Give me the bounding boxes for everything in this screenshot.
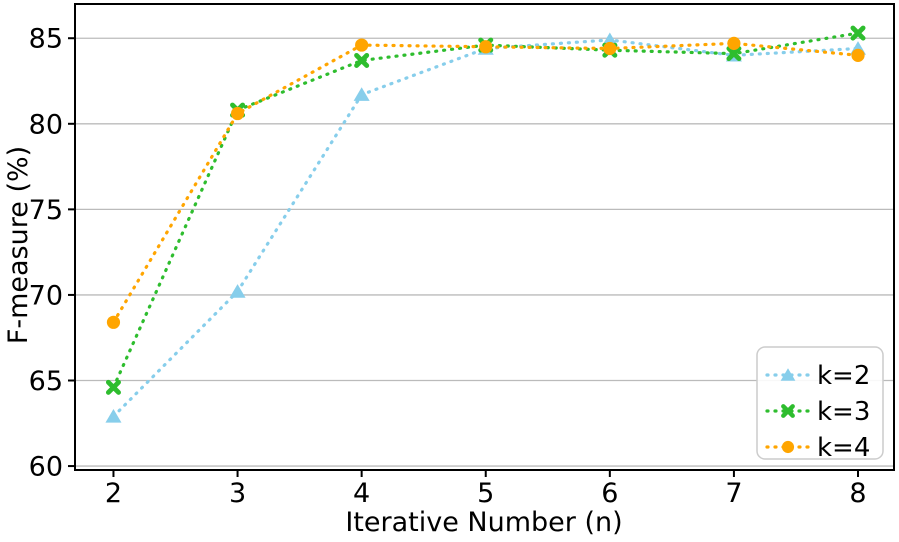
x-tick-label-4: 4 [353,478,370,509]
y-tick-label-60: 60 [29,452,63,483]
series-k2-point-x6 [601,32,618,47]
series-layer [105,25,867,423]
series-k3-point-x8-stroke [850,25,866,41]
x-tick-label-3: 3 [229,478,246,509]
series-k3-point-x7-stroke [726,46,742,62]
series-k3-point-x4 [354,52,370,68]
legend-marker-k3 [781,404,795,418]
series-k4-point-x8 [851,48,865,62]
x-tick-label-6: 6 [601,478,618,509]
x-tick-label-2: 2 [105,478,122,509]
series-k2-point-x2 [105,409,122,423]
series-k4-point-x4 [355,38,369,52]
plot-border [74,3,895,471]
x-tick-label-5: 5 [477,478,494,509]
series-k2-point-x3 [229,284,246,298]
series-line-k4 [111,41,860,324]
y-axis-label: F-measure (%) [3,146,34,344]
series-k3-point-x7 [726,46,742,62]
legend-label-k3: k=3 [817,397,870,427]
y-tick-label-75: 75 [29,195,63,226]
legend-marker-k3-stroke [781,404,795,418]
y-tick-label-70: 70 [29,280,63,311]
y-tick-label-85: 85 [29,24,63,55]
y-tick-label-80: 80 [29,109,63,140]
legend-marker-k4 [781,440,795,454]
series-k4-point-x2 [106,315,121,329]
legend-label-k4: k=4 [817,433,870,463]
series-k4-point-x5 [479,40,493,54]
series-k3-point-x2 [105,379,121,395]
legend-label-k2: k=2 [817,361,870,391]
axes-layer: 60 65 70 75 80 85 2 3 4 5 6 7 8 [29,3,895,509]
series-line-k2 [111,38,860,419]
series-k3-point-x2-stroke [105,379,121,395]
series-line-k3 [111,31,860,389]
series-k4-point-x6 [603,41,617,56]
series-k2-point-x4 [353,87,370,101]
legend-layer: k=2 k=3 k=4 [756,346,884,463]
series-k4-point-x7 [727,36,741,50]
legend-marker-k2 [780,368,796,381]
x-tick-label-8: 8 [849,478,866,509]
series-k3-point-x8 [850,25,866,41]
y-tick-label-65: 65 [29,366,63,397]
grid-layer [75,37,894,467]
series-k3-point-x4-stroke [354,52,370,68]
x-axis-label: Iterative Number (n) [345,507,622,538]
series-k4-point-x3 [230,106,245,121]
x-tick-label-7: 7 [725,478,742,509]
